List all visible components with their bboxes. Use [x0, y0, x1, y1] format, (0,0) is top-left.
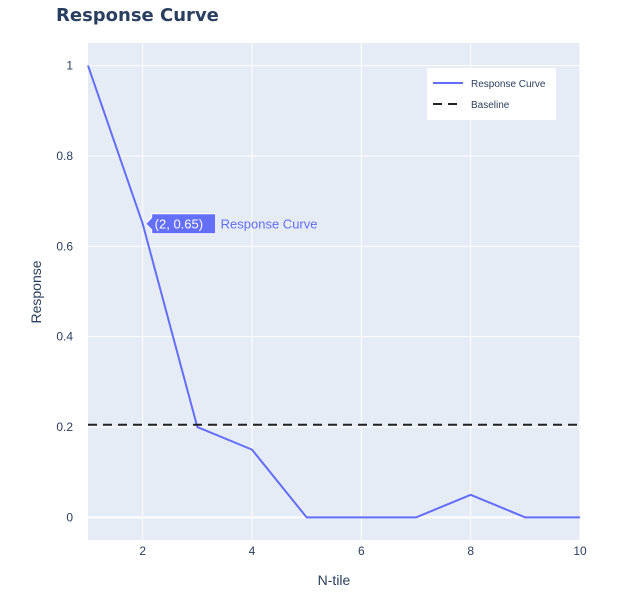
tick-labels: 2 4 6 8 10 0 0.2 0.4 0.6 0.8 1: [56, 59, 587, 558]
hover-tooltip: (2, 0.65) Response Curve: [144, 213, 318, 235]
x-tick-label: 4: [249, 544, 256, 558]
y-axis-label: Response: [28, 260, 44, 323]
response-curve-line[interactable]: [87, 65, 580, 519]
y-tick-label: 0.2: [56, 420, 73, 434]
data-point[interactable]: [140, 221, 146, 227]
data-point[interactable]: [304, 514, 310, 520]
tooltip-box: [144, 213, 217, 235]
data-point[interactable]: [413, 514, 419, 520]
y-tick-label: 0.8: [56, 149, 73, 163]
data-point[interactable]: [577, 514, 583, 520]
data-point[interactable]: [85, 63, 91, 69]
x-axis-label: N-tile: [318, 572, 351, 588]
y-tick-label: 1: [66, 59, 73, 73]
tooltip-value: (2, 0.65): [155, 217, 203, 232]
legend-item-baseline[interactable]: Baseline: [433, 100, 510, 111]
legend[interactable]: Response Curve Baseline: [427, 68, 556, 120]
x-tick-label: 2: [139, 544, 146, 558]
data-point[interactable]: [522, 514, 528, 520]
y-tick-label: 0: [66, 510, 73, 524]
data-point[interactable]: [468, 492, 474, 498]
x-tick-label: 10: [573, 544, 587, 558]
x-tick-label: 6: [358, 544, 365, 558]
data-point[interactable]: [358, 514, 364, 520]
tooltip-series-name: Response Curve: [221, 217, 318, 232]
y-tick-label: 0.6: [56, 239, 73, 253]
legend-item-response-curve[interactable]: Response Curve: [433, 79, 546, 90]
x-tick-label: 8: [467, 544, 474, 558]
series-layer: [85, 63, 583, 520]
legend-box: [427, 68, 556, 120]
legend-label: Baseline: [471, 100, 510, 111]
y-tick-label: 0.4: [56, 330, 73, 344]
chart-title: Response Curve: [56, 5, 219, 26]
plot-area: [88, 43, 580, 540]
legend-label: Response Curve: [471, 79, 546, 90]
data-point[interactable]: [249, 447, 255, 453]
